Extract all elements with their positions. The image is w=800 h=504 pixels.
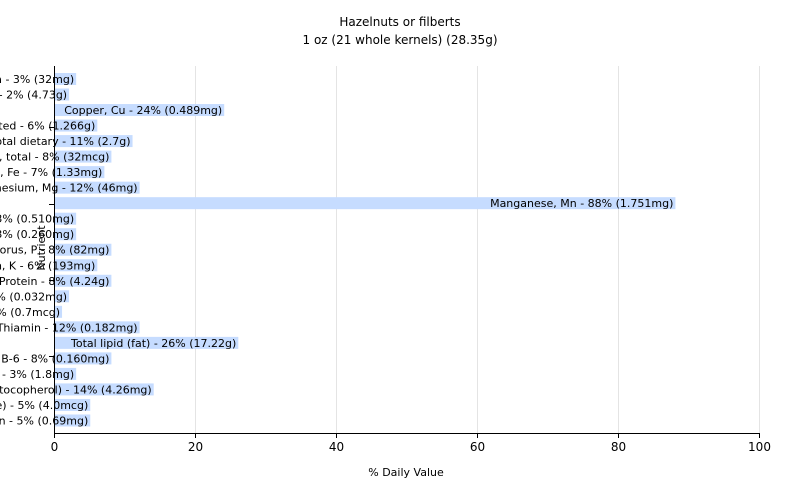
bar <box>55 336 239 349</box>
bar-label: Vitamin K (phylloquinone) - 5% (4.0mcg) <box>0 399 88 412</box>
bar <box>55 135 133 148</box>
x-tick-label: 20 <box>188 440 203 454</box>
bar-label: Manganese, Mn - 88% (1.751mg) <box>490 197 673 210</box>
x-axis-label: % Daily Value <box>368 466 444 479</box>
bar <box>55 181 140 194</box>
bar <box>55 73 77 85</box>
bar-label: Fatty acids, total saturated - 6% (1.266… <box>0 120 95 133</box>
bars <box>55 73 676 427</box>
x-tick-label: 0 <box>51 440 59 454</box>
bar-label: Vitamin E (alpha-tocopherol) - 14% (4.26… <box>0 383 152 396</box>
bar-labels: Calcium, Ca - 3% (32mg) Carbohydrates - 2… <box>0 73 673 427</box>
bar <box>55 321 140 334</box>
bar <box>55 166 105 179</box>
bar <box>55 367 77 380</box>
chart-subtitle: 1 oz (21 whole kernels) (28.35g) <box>303 33 498 47</box>
bar-label: Selenium, Se - 1% (0.7mcg) <box>0 306 60 319</box>
bar <box>55 290 70 303</box>
bar-label: Protein - 8% (4.24g) <box>0 275 109 288</box>
bar-label: Potassium, K - 6% (193mg) <box>0 259 95 272</box>
bar-label: Magnesium, Mg - 12% (46mg) <box>0 182 138 195</box>
bar-label: Pantothenic acid - 3% (0.260mg) <box>0 228 74 241</box>
bar <box>55 274 112 287</box>
bar <box>55 119 98 132</box>
bar-label: Copper, Cu - 24% (0.489mg) <box>64 104 222 117</box>
bar <box>55 352 112 365</box>
bar-label: Riboflavin - 2% (0.032mg) <box>0 290 67 303</box>
bar-label: Vitamin C, total ascorbic acid - 3% (1.8… <box>0 368 74 381</box>
bar-label: Phosphorus, P - 8% (82mg) <box>0 244 109 257</box>
bar-label: Iron, Fe - 7% (1.33mg) <box>0 166 102 179</box>
bar <box>55 243 112 256</box>
x-tick-label: 80 <box>611 440 626 454</box>
bar <box>55 383 154 396</box>
x-tick-label: 60 <box>470 440 485 454</box>
x-tick-label: 40 <box>329 440 344 454</box>
chart-title: Hazelnuts or filberts <box>339 15 460 29</box>
bar <box>55 150 112 163</box>
x-tick-label: 100 <box>748 440 771 454</box>
bar-label: Zinc, Zn - 5% (0.69mg) <box>0 414 88 427</box>
bar-label: Total lipid (fat) - 26% (17.22g) <box>70 337 236 350</box>
bar-label: Vitamin B-6 - 8% (0.160mg) <box>0 352 109 365</box>
bar <box>55 414 91 427</box>
bar <box>55 228 77 241</box>
axes: 0 20 40 60 80 100 <box>49 66 771 454</box>
bar <box>55 305 63 318</box>
y-axis-label: Nutrient <box>35 225 48 271</box>
bar-label: Calcium, Ca - 3% (32mg) <box>0 73 74 86</box>
bar <box>55 197 676 210</box>
bar-label: Carbohydrates - 2% (4.73g) <box>0 89 67 102</box>
bar-label: Fiber, total dietary - 11% (2.7g) <box>0 135 131 148</box>
bar-label: Niacin - 3% (0.510mg) <box>0 213 74 226</box>
bar-label: Folate, total - 8% (32mcg) <box>0 151 109 164</box>
bar <box>55 398 91 411</box>
bar <box>55 212 77 225</box>
bar <box>55 88 70 101</box>
bar-label: Thiamin - 12% (0.182mg) <box>0 321 138 334</box>
grid-lines <box>195 66 760 433</box>
bar <box>55 259 98 272</box>
bar <box>55 104 225 117</box>
